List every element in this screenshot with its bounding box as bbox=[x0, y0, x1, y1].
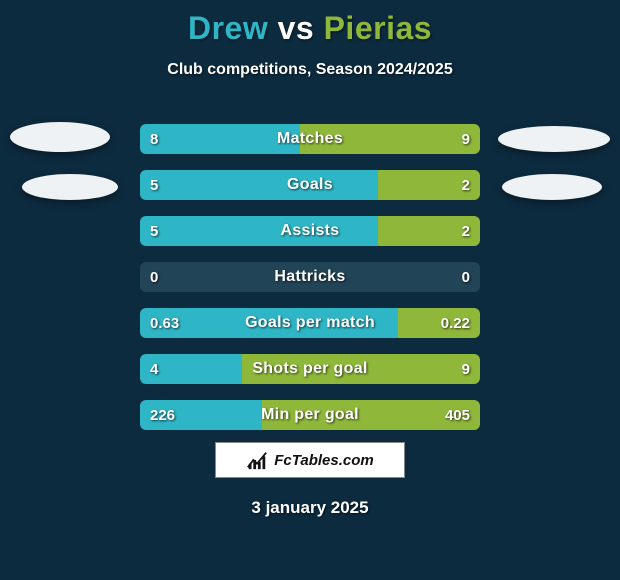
title-player1: Drew bbox=[188, 10, 268, 46]
bar-right bbox=[398, 308, 480, 338]
bar-right bbox=[300, 124, 480, 154]
avatar-oval bbox=[502, 174, 602, 200]
stat-label: Hattricks bbox=[140, 262, 480, 292]
bar-right bbox=[262, 400, 480, 430]
bar-left bbox=[140, 124, 300, 154]
bar-left bbox=[140, 216, 378, 246]
stat-value-left: 0 bbox=[150, 262, 158, 292]
stat-row: 89Matches bbox=[140, 124, 480, 154]
brand-text: FcTables.com bbox=[274, 452, 373, 469]
stat-row: 0 0Hattricks bbox=[140, 262, 480, 292]
bar-right bbox=[242, 354, 480, 384]
brand-box: FcTables.com bbox=[215, 442, 405, 478]
date-label: 3 january 2025 bbox=[0, 498, 620, 518]
title-vs: vs bbox=[278, 10, 315, 46]
stat-row: 52Assists bbox=[140, 216, 480, 246]
bar-left bbox=[140, 400, 262, 430]
chart-icon bbox=[246, 449, 268, 471]
stat-row: 49Shots per goal bbox=[140, 354, 480, 384]
avatar-oval bbox=[22, 174, 118, 200]
bar-left bbox=[140, 170, 378, 200]
bar-right bbox=[378, 216, 480, 246]
title-player2: Pierias bbox=[324, 10, 432, 46]
subtitle: Club competitions, Season 2024/2025 bbox=[0, 61, 620, 79]
stat-row: 0.630.22Goals per match bbox=[140, 308, 480, 338]
stat-row: 226405Min per goal bbox=[140, 400, 480, 430]
stat-value-right: 0 bbox=[462, 262, 470, 292]
bar-left bbox=[140, 354, 242, 384]
avatar-oval bbox=[10, 122, 110, 152]
bar-right bbox=[378, 170, 480, 200]
comparison-infographic: Drew vs Pierias Club competitions, Seaso… bbox=[0, 0, 620, 580]
comparison-bars: 89Matches 52Goals 52Assists 0 0Hattricks 0.63… bbox=[140, 124, 480, 446]
stat-row: 52Goals bbox=[140, 170, 480, 200]
page-title: Drew vs Pierias bbox=[0, 0, 620, 47]
avatar-oval bbox=[498, 126, 610, 152]
bar-left bbox=[140, 308, 398, 338]
